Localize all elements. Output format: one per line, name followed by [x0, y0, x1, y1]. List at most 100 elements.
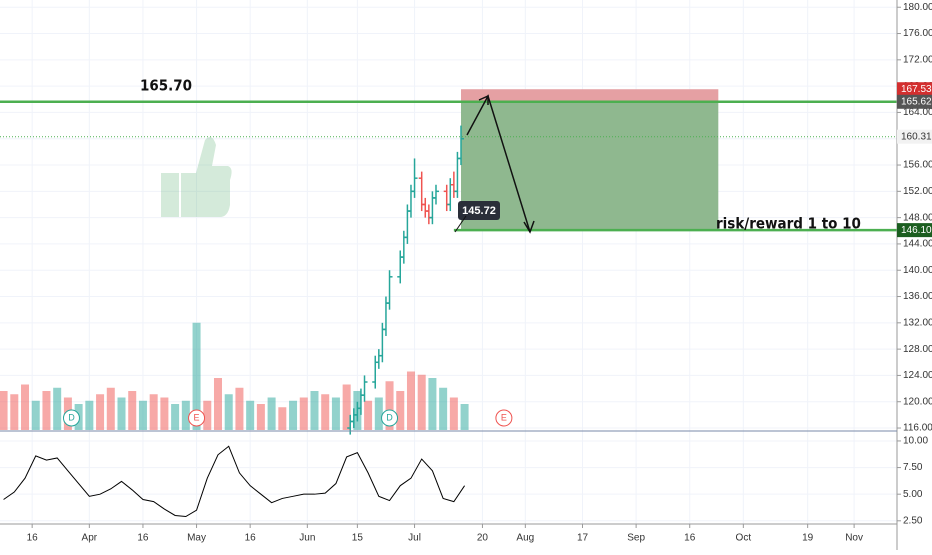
y-tick-label: 7.50: [903, 462, 923, 473]
price-tag: [897, 94, 932, 109]
y-tick-label: 164.00: [903, 107, 932, 118]
y-tick-label: 148.00: [903, 212, 932, 223]
volume-bar: [31, 400, 40, 430]
price-tag-label: 160.31: [901, 131, 932, 142]
y-tick-label: 140.00: [903, 265, 932, 276]
x-tick-label: Apr: [82, 533, 98, 544]
stop-zone: [461, 89, 719, 102]
x-tick-label: Sep: [627, 533, 645, 544]
price-tag-label: 165.62: [901, 96, 932, 107]
volume-bar: [10, 394, 19, 430]
y-tick-label: 120.00: [903, 396, 932, 407]
event-marker: [62, 409, 80, 427]
thumb-hand: [181, 136, 232, 217]
x-tick-label: 15: [352, 533, 364, 544]
x-tick-label: May: [187, 533, 206, 544]
volume-bar: [439, 387, 448, 430]
y-tick-label: 156.00: [903, 160, 932, 171]
annotation: risk/reward 1 to 10: [716, 215, 861, 233]
annotation: 145.72: [462, 205, 496, 217]
volume-bar: [235, 387, 244, 430]
price-tag: [897, 129, 932, 144]
volume-bar: [310, 391, 319, 430]
y-tick-label: 10.00: [903, 436, 928, 447]
volume-bar: [342, 384, 351, 430]
x-tick-label: Jul: [408, 533, 421, 544]
y-tick-label: 136.00: [903, 291, 932, 302]
volume-bar: [96, 394, 105, 430]
volume-bar: [171, 404, 180, 430]
x-tick-label: 17: [577, 533, 589, 544]
price-tag: [897, 82, 932, 97]
volume-bar: [138, 400, 147, 430]
volume-bar: [449, 397, 458, 430]
volume-bar: [364, 400, 373, 430]
volume-bar: [213, 378, 222, 430]
y-tick-label: 124.00: [903, 370, 932, 381]
volume-bar: [331, 397, 340, 430]
event-label: D: [68, 412, 75, 422]
x-tick-label: 16: [27, 533, 39, 544]
volume-bar: [321, 394, 330, 430]
volume-bar: [406, 371, 415, 430]
volume-bar: [149, 394, 158, 430]
event-marker: [381, 409, 399, 427]
volume-bar: [0, 391, 8, 430]
event-label: D: [386, 412, 393, 422]
volume-bar: [21, 384, 30, 430]
volume-bar: [396, 391, 405, 430]
volume-bar: [224, 394, 233, 430]
y-tick-label: 128.00: [903, 344, 932, 355]
axes: 180.00176.00172.00168.00164.00160.00156.…: [27, 2, 932, 544]
grid: [0, 0, 897, 524]
volume-bar: [128, 391, 137, 430]
volume-bar: [428, 378, 437, 430]
x-tick-label: Nov: [845, 533, 863, 544]
volume-bar: [278, 407, 287, 430]
y-tick-label: 176.00: [903, 28, 932, 39]
price-tag-label: 167.53: [901, 84, 932, 95]
y-tick-label: 116.00: [903, 423, 932, 434]
volume-bar: [85, 400, 94, 430]
price-tag-label: 146.10: [901, 225, 932, 236]
x-tick-label: 16: [245, 533, 257, 544]
label-box: [458, 201, 500, 220]
event-marker: [188, 409, 206, 427]
y-tick-label: 5.00: [903, 489, 923, 500]
volume-bar: [267, 397, 276, 430]
thumb-cuff: [161, 173, 179, 217]
price-tag: [897, 223, 932, 238]
y-tick-label: 2.50: [903, 515, 923, 526]
x-tick-label: 20: [477, 533, 489, 544]
volume-bar: [117, 397, 126, 430]
level-lines: [0, 100, 897, 232]
volume-bar: [203, 400, 212, 430]
volume-bar: [192, 322, 201, 430]
x-tick-label: Oct: [736, 533, 752, 544]
indicator-line: [3, 445, 465, 518]
volume-bar: [256, 404, 265, 430]
target-zone: [461, 101, 719, 231]
x-tick-label: Aug: [516, 533, 534, 544]
volume-bar: [289, 400, 298, 430]
y-tick-label: 152.00: [903, 186, 932, 197]
volume-bar: [160, 397, 169, 430]
x-tick-label: 16: [137, 533, 149, 544]
volume-bar: [106, 387, 115, 430]
volume-bar: [42, 391, 51, 430]
volume-bar: [53, 387, 62, 430]
annotation: 165.70: [140, 77, 192, 95]
x-tick-label: 19: [802, 533, 814, 544]
y-tick-label: 132.00: [903, 317, 932, 328]
volume-bar: [246, 400, 255, 430]
event-marker: [495, 409, 513, 427]
volume-bar: [374, 397, 383, 430]
x-tick-label: 16: [684, 533, 696, 544]
volume-bar: [385, 381, 394, 430]
event-label: E: [194, 412, 200, 422]
label-pointer: [454, 215, 467, 233]
volume-bar: [417, 374, 426, 430]
thumb-icon: [161, 136, 232, 217]
y-tick-label: 172.00: [903, 54, 932, 65]
